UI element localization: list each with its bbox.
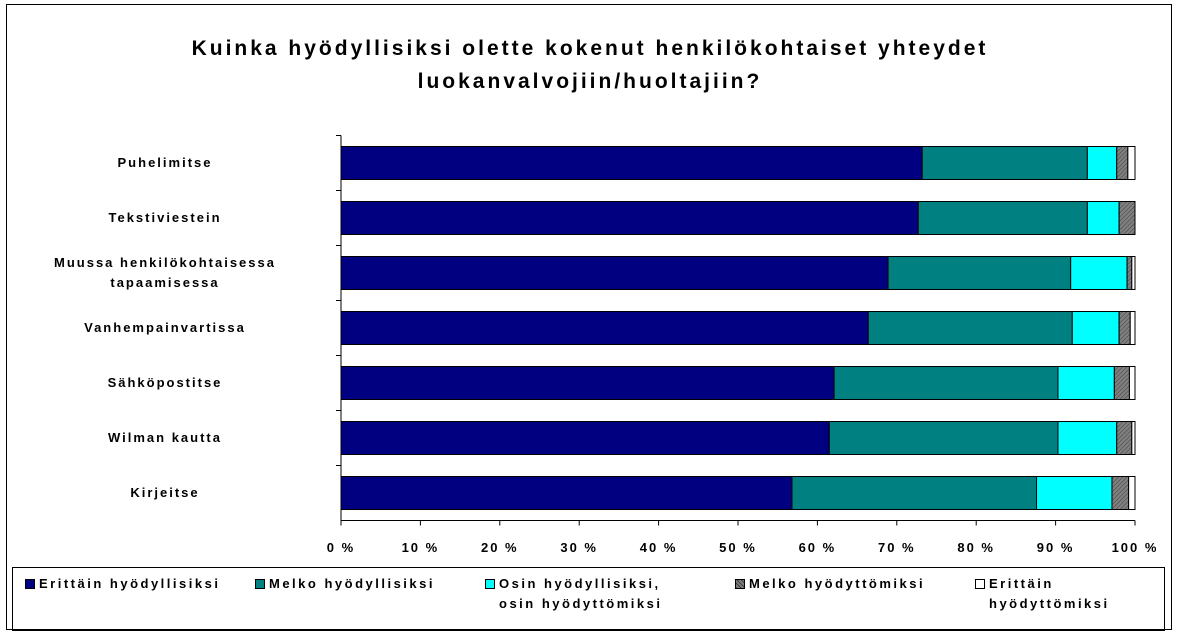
x-tick-label: 40 %: [639, 540, 678, 555]
x-tick-label: 100 %: [1111, 540, 1159, 555]
x-tick-label: 0 %: [326, 540, 356, 555]
bar-segment: [1086, 146, 1118, 180]
legend-swatch: [975, 579, 985, 589]
legend-item: Erittäin hyödyllisiksi: [23, 574, 229, 594]
legend-item: Osin hyödyllisiksi, osin hyödyttömiksi: [483, 574, 689, 614]
y-tick-label: Puhelimitse: [117, 155, 213, 170]
bar-segment: [1128, 476, 1136, 510]
bar-segment: [1118, 311, 1131, 345]
bar-segment: [828, 421, 1059, 455]
bar-segment: [1127, 146, 1136, 180]
x-tick-label: 70 %: [877, 540, 916, 555]
legend-swatch: [255, 579, 265, 589]
chart-title: Kuinka hyödyllisiksi olette kokenut henk…: [191, 37, 989, 93]
bar-segment: [887, 256, 1072, 290]
bar-segment: [1131, 256, 1136, 290]
legend: Erittäin hyödyllisiksi Melko hyödyllisiks…: [12, 567, 1165, 631]
legend-item: Erittäin hyödyttömiksi: [973, 574, 1179, 614]
y-tick-label: Sähköpostitse: [107, 375, 223, 390]
legend-swatch: [25, 579, 35, 589]
bar-segment: [1071, 311, 1120, 345]
bar-segment: [1113, 366, 1130, 400]
bar-segment: [340, 366, 835, 400]
bar-segment: [340, 311, 869, 345]
bar-segment: [340, 201, 919, 235]
bar-segment: [1057, 421, 1118, 455]
bar-segment: [1036, 476, 1113, 510]
legend-item: Melko hyödyllisiksi: [253, 574, 459, 594]
bar-segment: [921, 146, 1088, 180]
legend-item: Melko hyödyttömiksi: [733, 574, 939, 594]
x-tick-label: 20 %: [480, 540, 519, 555]
bar-segment: [1070, 256, 1128, 290]
y-tick-label: Muussa henkilökohtaisessa tapaamisessa: [54, 255, 276, 290]
bar-segment: [340, 256, 889, 290]
x-tick-label: 90 %: [1036, 540, 1075, 555]
bar-segment: [1086, 201, 1120, 235]
chart-frame: [6, 4, 1172, 630]
bar-segment: [340, 476, 793, 510]
bar-segment: [791, 476, 1038, 510]
legend-swatch: [735, 579, 745, 589]
bar-segment: [1129, 311, 1136, 345]
y-tick-label: Kirjeitse: [130, 485, 200, 500]
bar-segment: [1118, 201, 1136, 235]
bar-segment: [1128, 366, 1136, 400]
bar-segment: [1111, 476, 1130, 510]
bar-segment: [917, 201, 1088, 235]
x-tick-label: 30 %: [560, 540, 598, 555]
bar-segment: [340, 421, 830, 455]
y-tick-label: Wilman kautta: [107, 430, 222, 445]
x-tick-label: 10 %: [401, 540, 440, 555]
legend-swatch: [485, 579, 495, 589]
bar-segment: [340, 146, 923, 180]
bar-segment: [1057, 366, 1115, 400]
x-tick-label: 50 %: [719, 540, 757, 555]
bar-segment: [1116, 146, 1129, 180]
bar-segment: [1116, 421, 1133, 455]
bar-segment: [833, 366, 1059, 400]
bar-segment: [1131, 421, 1136, 455]
bar-segment: [867, 311, 1073, 345]
y-tick-label: Vanhempainvartissa: [84, 320, 246, 335]
y-tick-label: Tekstiviestein: [108, 210, 222, 225]
x-tick-label: 60 %: [798, 540, 837, 555]
x-tick-label: 80 %: [957, 540, 995, 555]
bar-segment: [1126, 256, 1133, 290]
